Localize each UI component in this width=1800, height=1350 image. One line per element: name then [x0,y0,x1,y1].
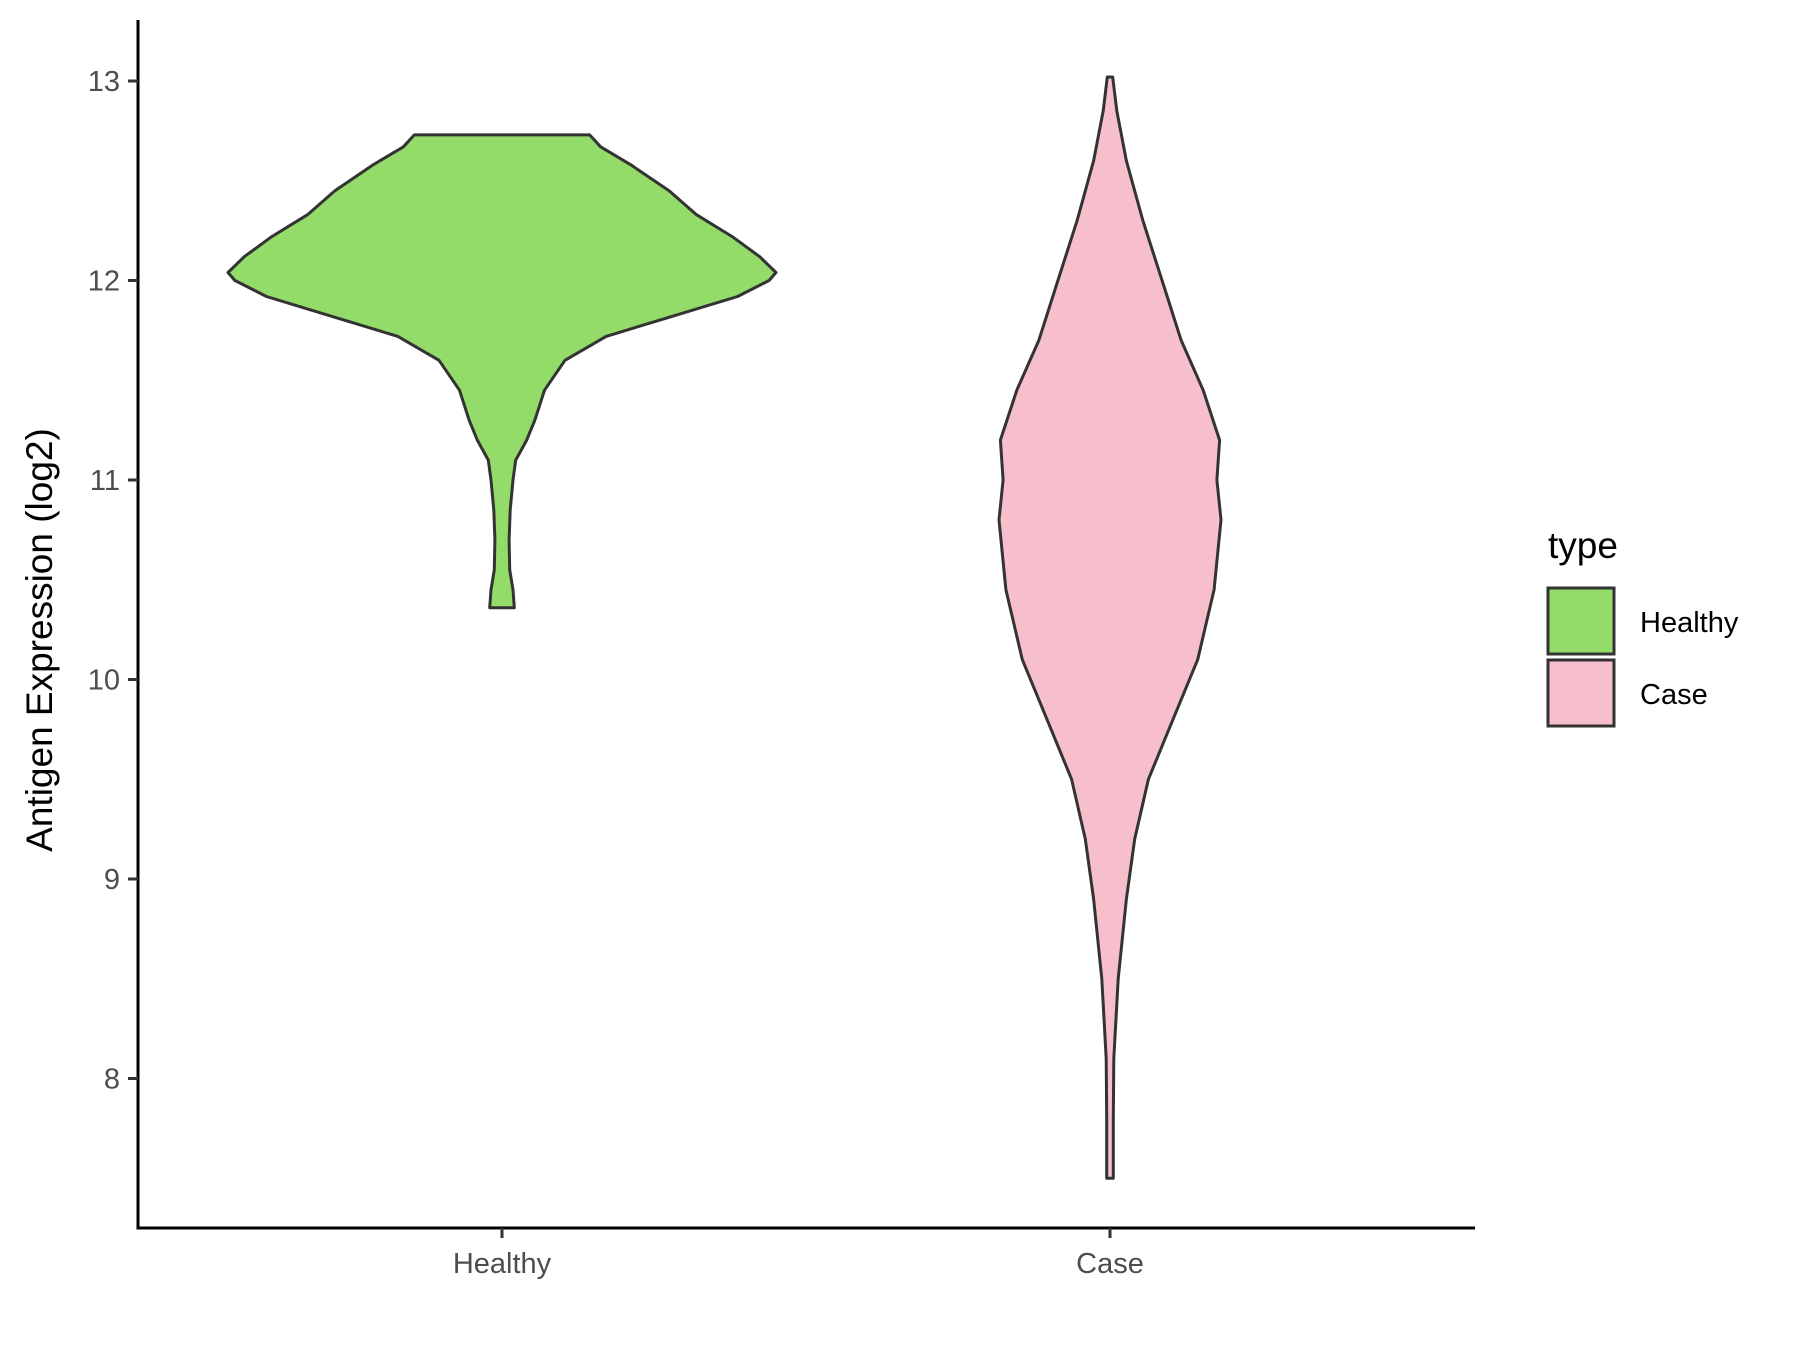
violin-healthy [226,133,778,610]
y-tick-label: 10 [88,665,120,697]
y-tick-label: 13 [88,66,120,98]
violin-case [997,75,1223,1180]
y-tick-label: 8 [104,1064,120,1096]
legend-key-healthy [1546,586,1616,656]
plot-area [226,75,1223,1180]
y-tick-label: 11 [90,465,120,497]
legend-label: Case [1640,679,1708,711]
axes: 8 9 10 11 12 13 Healthy Case [88,20,1475,1280]
legend-title: type [1548,525,1618,566]
x-tick-label: Case [1076,1248,1144,1280]
legend-key-case [1546,658,1616,728]
y-tick-label: 9 [104,864,120,896]
y-axis-title: Antigen Expression (log2) [19,428,60,852]
legend: type Healthy Case [1546,525,1739,728]
legend-label: Healthy [1640,607,1739,639]
x-tick-label: Healthy [453,1248,552,1280]
y-tick-label: 12 [88,266,120,298]
